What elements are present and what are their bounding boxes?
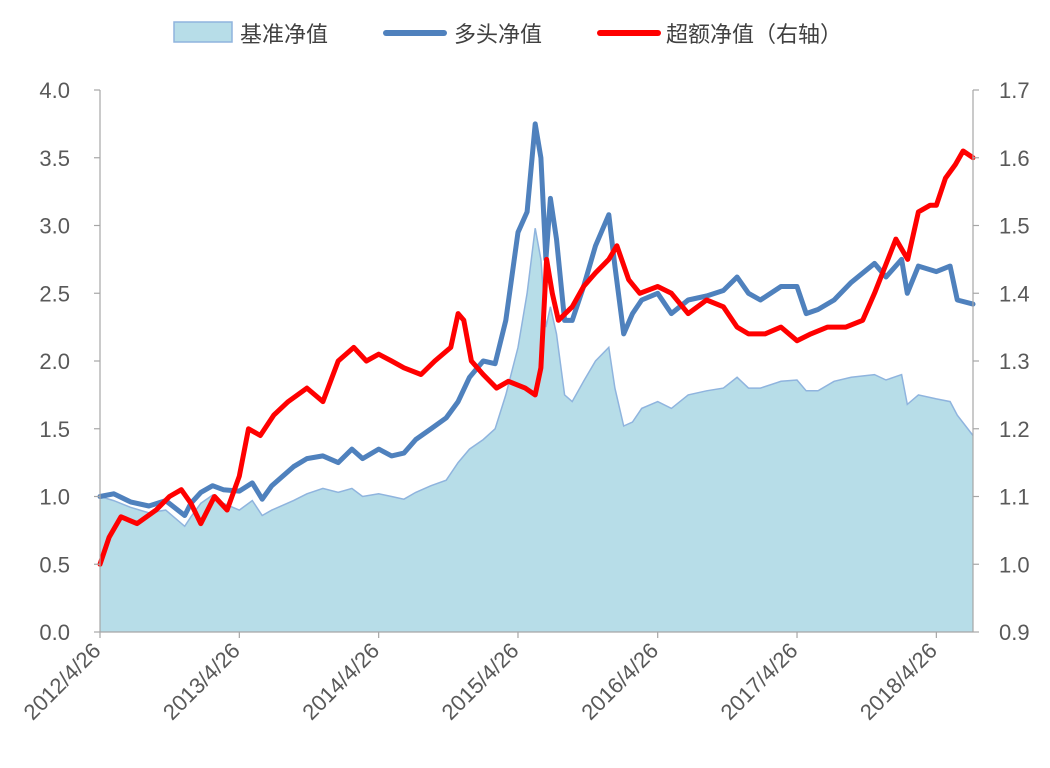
y-left-tick-label: 3.5 bbox=[39, 146, 70, 171]
y-right-tick-label: 1.5 bbox=[999, 214, 1030, 239]
legend-item-long: 多头净值 bbox=[383, 23, 542, 48]
y-right-tick-label: 1.1 bbox=[999, 485, 1030, 510]
x-tick-label: 2014/4/26 bbox=[297, 638, 384, 725]
y-left-tick-label: 2.5 bbox=[39, 281, 70, 306]
legend-swatch-benchmark bbox=[173, 21, 233, 43]
y-right-tick-label: 1.4 bbox=[999, 281, 1030, 306]
x-tick-label: 2012/4/26 bbox=[19, 638, 106, 725]
y-left-tick-label: 1.0 bbox=[39, 485, 70, 510]
x-tick-label: 2017/4/26 bbox=[716, 638, 803, 725]
legend-item-excess: 超额净值（右轴） bbox=[597, 23, 842, 48]
y-left-tick-label: 1.5 bbox=[39, 417, 70, 442]
legend-item-benchmark: 基准净值 bbox=[173, 21, 328, 48]
y-right-tick-label: 1.6 bbox=[999, 146, 1030, 171]
y-left-tick-label: 2.0 bbox=[39, 349, 70, 374]
x-tick-label: 2013/4/26 bbox=[158, 638, 245, 725]
y-right-tick-label: 1.2 bbox=[999, 417, 1030, 442]
legend: 基准净值 多头净值 超额净值（右轴） bbox=[173, 21, 842, 48]
plot-area: 0.0 0.5 1.0 1.5 2.0 2.5 3.0 3.5 4.0 0.9 1.0 1.1 1.2 1… bbox=[19, 78, 1030, 725]
series-line-long bbox=[97, 121, 976, 518]
x-tick-label: 2018/4/26 bbox=[855, 638, 942, 725]
x-tick-label: 2015/4/26 bbox=[437, 638, 524, 725]
legend-label-benchmark: 基准净值 bbox=[240, 23, 328, 48]
y-right-tick-label: 1.7 bbox=[999, 78, 1030, 103]
y-left-tick-label: 0.5 bbox=[39, 552, 70, 577]
y-right-tick-label: 1.0 bbox=[999, 552, 1030, 577]
y-left-tick-label: 4.0 bbox=[39, 78, 70, 103]
legend-label-long: 多头净值 bbox=[454, 23, 542, 48]
y-left-tick-label: 3.0 bbox=[39, 214, 70, 239]
series-area-benchmark bbox=[100, 228, 973, 632]
y-right-tick-label: 0.9 bbox=[999, 620, 1030, 645]
legend-label-excess: 超额净值（右轴） bbox=[666, 23, 842, 48]
y-left-tick-label: 0.0 bbox=[39, 620, 70, 645]
series-line-excess bbox=[97, 148, 976, 567]
y-right-tick-label: 1.3 bbox=[999, 349, 1030, 374]
x-tick-label: 2016/4/26 bbox=[576, 638, 663, 725]
